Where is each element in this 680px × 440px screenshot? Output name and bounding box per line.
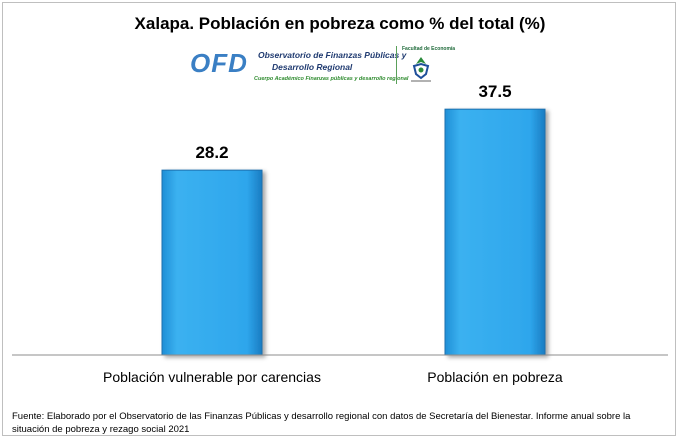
ofd-logo-text: OFD [190, 48, 248, 78]
labels-group: 28.2 Población vulnerable por carencias 37… [103, 82, 563, 385]
category-label-1: Población en pobreza [427, 369, 563, 385]
cuerpo-academico-text: Cuerpo Académico Finanzas públicas y des… [254, 76, 409, 82]
category-label-0: Población vulnerable por carencias [103, 369, 321, 385]
logo-divider [396, 46, 397, 84]
bar-1 [444, 108, 546, 356]
bars-group [161, 108, 546, 356]
chart-title: Xalapa. Población en pobreza como % del … [134, 14, 546, 33]
value-label-1: 37.5 [478, 82, 511, 101]
ofd-logo: OFD Observatorio de Finanzas Públicas y … [190, 44, 460, 88]
bar-0 [161, 169, 263, 356]
facultad-text: Facultad de Economía [402, 46, 456, 52]
university-emblem-icon [411, 57, 431, 82]
chart-frame [2, 2, 676, 436]
observatorio-name-line2: Desarrollo Regional [272, 62, 353, 72]
source-note: Fuente: Elaborado por el Observatorio de… [12, 411, 631, 435]
value-label-0: 28.2 [195, 143, 228, 162]
observatorio-name-line1: Observatorio de Finanzas Públicas y [258, 50, 407, 60]
